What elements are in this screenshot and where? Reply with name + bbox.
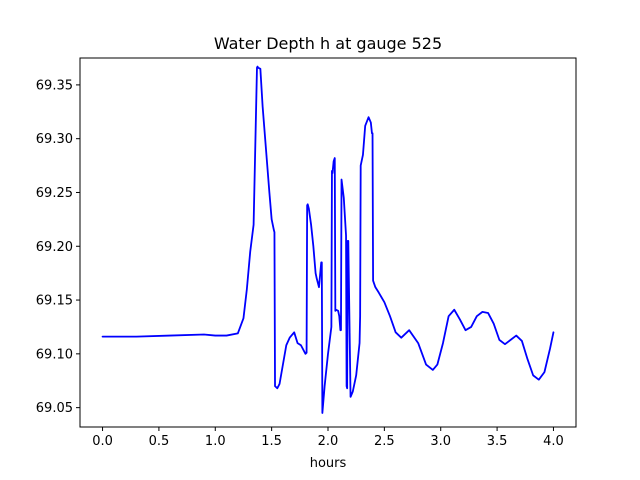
y-tick-label: 69.15 (36, 294, 73, 309)
y-tick-label: 69.30 (36, 132, 73, 147)
y-tick-label: 69.35 (36, 78, 73, 93)
x-tick-label: 3.5 (487, 434, 508, 449)
x-tick-label: 1.0 (205, 434, 226, 449)
x-axis-label: hours (310, 456, 347, 471)
y-axis: 69.05 69.10 69.15 69.20 69.25 69.30 69.35 (36, 78, 80, 416)
x-tick-label: 0.5 (149, 434, 170, 449)
y-tick-label: 69.05 (36, 401, 73, 416)
y-tick-label: 69.10 (36, 347, 73, 362)
y-tick-label: 69.20 (36, 240, 73, 255)
x-tick-label: 2.5 (374, 434, 395, 449)
x-tick-label: 0.0 (92, 434, 113, 449)
x-tick-label: 3.0 (430, 434, 451, 449)
series-line (101, 65, 555, 414)
x-tick-label: 2.0 (318, 434, 339, 449)
y-tick-label: 69.25 (36, 186, 73, 201)
chart-title: Water Depth h at gauge 525 (214, 34, 442, 53)
x-tick-label: 4.0 (543, 434, 564, 449)
x-axis: 0.0 0.5 1.0 1.5 2.0 2.5 3.0 3.5 4.0 (92, 427, 564, 449)
x-tick-label: 1.5 (261, 434, 282, 449)
